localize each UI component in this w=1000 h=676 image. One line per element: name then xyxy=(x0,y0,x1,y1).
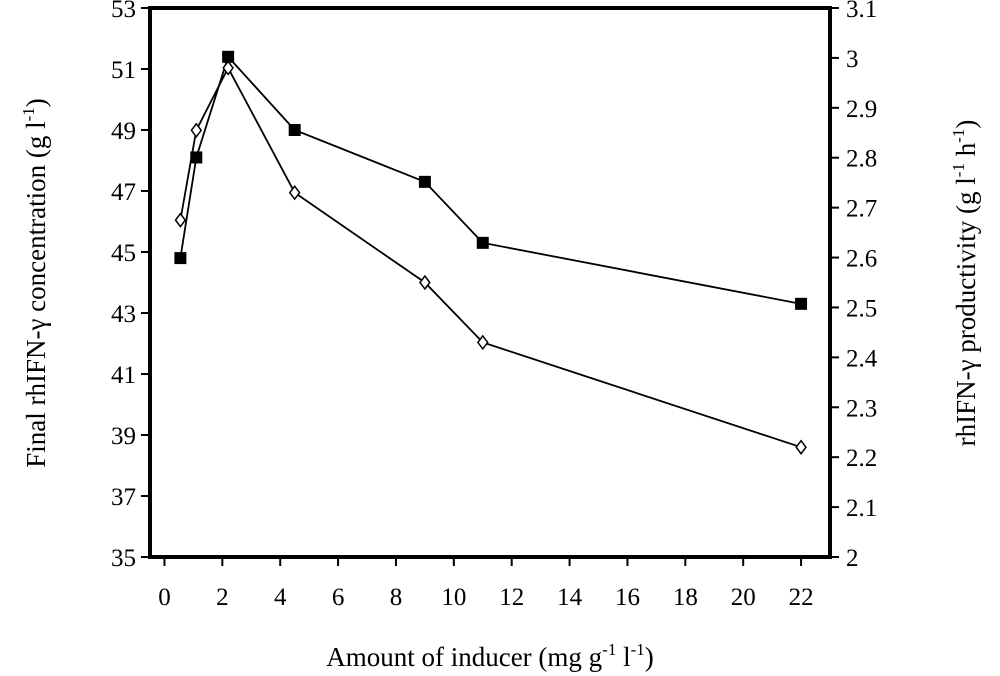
series-1-point xyxy=(222,50,235,63)
y-left-tick-label: 47 xyxy=(111,179,136,206)
y-left-axis-title: Final rhIFN-γ concentration (g l-1) xyxy=(19,98,51,468)
y-right-tick-label: 2.2 xyxy=(846,445,877,472)
y-right-tick-label: 2.8 xyxy=(846,146,877,173)
series-1-point xyxy=(795,297,808,310)
series-1-point xyxy=(174,252,187,265)
series-2-point xyxy=(795,439,807,455)
y-right-tick-label: 2.7 xyxy=(846,196,877,223)
series-layer xyxy=(174,50,808,455)
series-2-point xyxy=(288,184,301,201)
x-tick-label: 0 xyxy=(158,584,171,611)
x-tick-label: 6 xyxy=(332,584,345,611)
y-right-tick-label: 2.5 xyxy=(846,295,877,322)
y-right-tick-label: 3.1 xyxy=(846,0,877,23)
y-right-tick-label: 2.1 xyxy=(846,495,877,522)
plot-frame xyxy=(148,6,832,559)
y-left-axis-ticks: 35 37 39 41 43 45 47 49 51 53 xyxy=(111,0,150,572)
y-right-tick-label: 2.9 xyxy=(846,96,877,123)
series-1-point xyxy=(418,175,431,188)
x-axis-title: Amount of inducer (mg g-1 l-1) xyxy=(326,640,654,672)
x-tick-label: 22 xyxy=(789,584,814,611)
series-2-point xyxy=(222,60,234,76)
y-right-tick-label: 3 xyxy=(846,46,859,73)
y-left-tick-label: 35 xyxy=(111,545,136,572)
x-tick-label: 2 xyxy=(216,584,229,611)
x-tick-label: 18 xyxy=(673,584,698,611)
y-right-tick-label: 2 xyxy=(846,545,859,572)
series-1-point xyxy=(288,124,301,136)
x-axis-ticks: 0 2 4 6 8 10 12 14 16 18 20 22 xyxy=(158,557,814,611)
y-left-tick-label: 37 xyxy=(111,484,136,511)
series-2-point xyxy=(190,122,203,139)
y-left-tick-label: 43 xyxy=(111,301,136,328)
series-1-point xyxy=(190,151,203,164)
y-left-tick-label: 49 xyxy=(111,118,136,145)
x-tick-label: 12 xyxy=(499,584,524,611)
series-1-line xyxy=(179,55,802,305)
y-left-tick-label: 39 xyxy=(111,423,136,450)
y-left-tick-label: 51 xyxy=(111,57,136,84)
series-1-point xyxy=(476,236,489,249)
series-2-point xyxy=(174,212,187,228)
y-left-tick-label: 41 xyxy=(111,362,136,389)
x-tick-label: 14 xyxy=(557,584,583,611)
x-tick-label: 10 xyxy=(441,584,466,611)
x-tick-label: 8 xyxy=(390,584,403,611)
y-right-tick-label: 2.6 xyxy=(846,246,877,273)
y-right-axis-ticks: 2 2.1 2.2 2.3 2.4 2.5 2.6 2.7 2.8 2.9 3 3.1 xyxy=(830,0,878,572)
x-tick-label: 4 xyxy=(274,584,287,611)
x-tick-label: 20 xyxy=(731,584,756,611)
y-left-tick-label: 45 xyxy=(111,240,136,267)
series-2-point xyxy=(476,334,489,351)
x-tick-label: 16 xyxy=(615,584,640,611)
y-right-tick-label: 2.3 xyxy=(846,395,877,422)
y-right-axis-title: rhIFN-γ productivity (g l-1 h-1) xyxy=(949,120,981,447)
y-right-tick-label: 2.4 xyxy=(846,345,878,372)
series-2-point xyxy=(419,274,431,291)
y-left-tick-label: 53 xyxy=(111,0,136,23)
series-2-line xyxy=(179,65,802,449)
